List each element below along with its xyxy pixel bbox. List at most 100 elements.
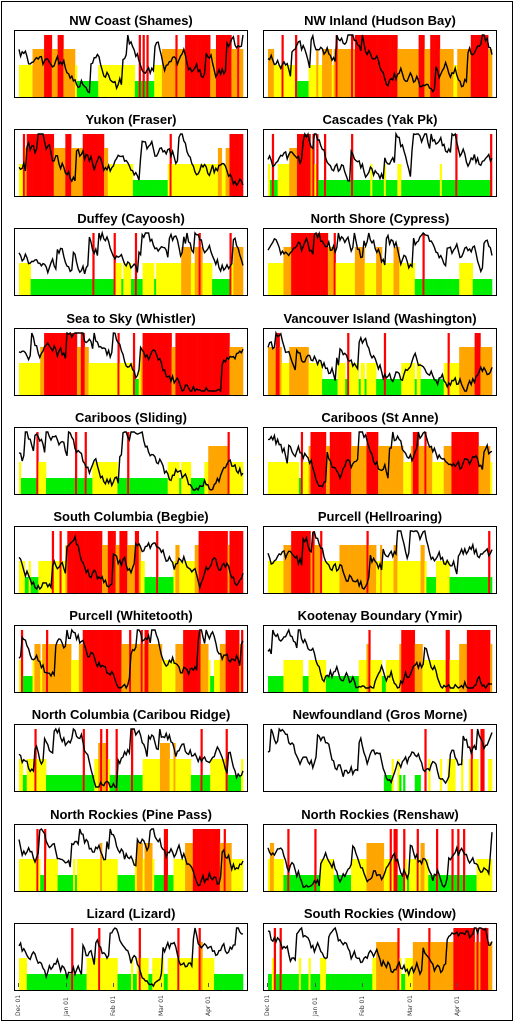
hazard-line <box>19 233 243 274</box>
danger-bar <box>19 65 22 97</box>
chart-panel: Kootenay Boundary (Ymir) <box>263 607 497 694</box>
danger-bar <box>217 35 221 97</box>
danger-bar <box>408 561 412 593</box>
danger-bar <box>283 461 286 494</box>
x-tick-label: Dec 01 <box>15 994 22 1016</box>
danger-bar <box>441 660 445 693</box>
danger-bar <box>451 577 454 593</box>
danger-bar <box>100 957 103 990</box>
danger-bar <box>67 973 70 990</box>
danger-bar <box>192 263 196 296</box>
danger-bar <box>233 461 236 494</box>
danger-bar <box>308 134 311 197</box>
danger-bar <box>127 775 130 792</box>
danger-bar <box>300 973 304 990</box>
danger-bar <box>432 660 435 693</box>
danger-bar <box>78 346 82 395</box>
danger-bar <box>177 49 180 97</box>
danger-bar <box>407 49 410 97</box>
danger-bar <box>229 973 232 990</box>
danger-bar <box>169 759 172 792</box>
danger-bar <box>217 759 221 792</box>
danger-bar <box>169 577 172 593</box>
danger-bar <box>470 263 473 296</box>
danger-bar <box>434 660 437 693</box>
danger-bar <box>414 858 417 891</box>
danger-bar <box>362 180 365 197</box>
danger-bar <box>187 332 190 395</box>
danger-bar <box>268 973 271 990</box>
danger-bar <box>165 660 168 693</box>
danger-bar <box>237 461 240 494</box>
danger-bar <box>468 49 472 97</box>
danger-bar <box>482 630 485 693</box>
danger-bar <box>140 842 143 891</box>
danger-bar <box>76 531 80 593</box>
danger-bar <box>75 660 78 693</box>
danger-bar <box>439 164 443 197</box>
danger-bar <box>480 927 483 990</box>
danger-bar <box>53 477 56 494</box>
danger-bar <box>175 858 178 891</box>
danger-bar <box>217 973 221 990</box>
danger-bar <box>408 630 412 693</box>
danger-bar <box>86 346 89 395</box>
danger-bar <box>296 233 300 296</box>
danger-bar <box>214 332 217 395</box>
danger-bar <box>484 577 487 593</box>
plot-area <box>14 327 248 396</box>
danger-bar <box>412 431 416 494</box>
danger-bar <box>420 279 423 296</box>
danger-bar <box>225 332 228 395</box>
danger-bar <box>71 660 74 693</box>
danger-bar <box>304 134 307 197</box>
danger-bar <box>111 630 114 693</box>
danger-bar <box>420 445 423 494</box>
danger-bar <box>362 35 365 97</box>
danger-bar <box>196 957 199 990</box>
danger-bar <box>142 180 145 197</box>
danger-bar <box>356 676 360 693</box>
danger-bar <box>343 362 346 395</box>
danger-bar <box>206 332 209 395</box>
danger-bar <box>356 362 360 395</box>
danger-bar <box>26 134 29 197</box>
danger-bar <box>136 531 140 593</box>
danger-bar <box>65 644 68 693</box>
chart-panel: South Rockies (Window) <box>263 905 497 991</box>
danger-bar <box>98 531 101 593</box>
danger-bar <box>414 431 417 494</box>
chart-title: Lizard (Lizard) <box>86 905 176 921</box>
danger-bar <box>476 577 479 593</box>
danger-bar <box>318 545 321 593</box>
danger-bar <box>82 531 85 593</box>
danger-bar <box>192 477 196 494</box>
danger-bar <box>298 957 302 990</box>
danger-bar <box>196 775 199 792</box>
danger-bar <box>138 477 141 494</box>
danger-bar <box>125 874 128 891</box>
danger-bar <box>177 332 180 395</box>
danger-bar <box>490 759 493 792</box>
danger-bar <box>324 561 327 593</box>
danger-bar <box>451 660 454 693</box>
danger-bar <box>223 332 226 395</box>
danger-bar <box>217 279 221 296</box>
chart-title: NW Coast (Shames) <box>69 13 193 28</box>
danger-bar <box>65 279 68 296</box>
danger-bar <box>314 828 317 891</box>
danger-bar <box>82 477 85 494</box>
danger-bar <box>463 431 466 494</box>
danger-bar <box>333 431 336 494</box>
danger-bar <box>407 362 410 395</box>
danger-bar <box>461 644 464 693</box>
danger-bar <box>358 660 361 693</box>
danger-bar <box>393 545 396 593</box>
danger-bar <box>127 263 130 296</box>
danger-bar <box>132 332 136 395</box>
danger-bar <box>28 477 31 494</box>
danger-bar <box>486 279 489 296</box>
danger-bar <box>194 332 197 395</box>
danger-bar <box>414 180 417 197</box>
danger-bar <box>150 973 153 990</box>
